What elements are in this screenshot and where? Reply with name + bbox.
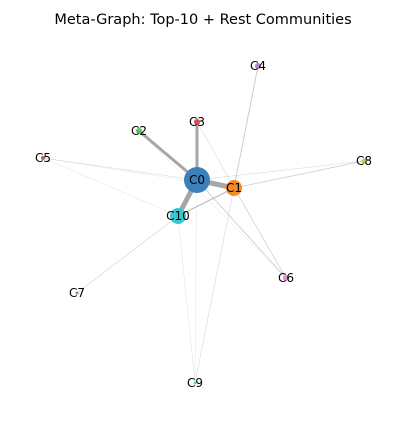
node-label-c4: C4 [250, 59, 266, 73]
nodes-layer [41, 63, 367, 385]
node-label-c3: C3 [189, 115, 205, 129]
node-label-c1: C1 [226, 181, 242, 195]
edge-c10-c5 [42, 157, 179, 217]
edge-c0-c6 [196, 179, 287, 279]
diagram-title: Meta-Graph: Top-10 + Rest Communities [54, 12, 351, 28]
node-c5 [41, 156, 45, 160]
edge-c1-c8 [233, 160, 365, 189]
node-label-c0: C0 [189, 173, 205, 187]
edge-c0-c8 [196, 160, 365, 181]
node-c8 [361, 158, 367, 164]
node-c9 [193, 381, 197, 385]
node-c4 [255, 63, 261, 69]
edge-c2-c6 [138, 130, 287, 279]
node-label-c2: C2 [131, 124, 147, 138]
edge-c0-c5 [42, 157, 198, 181]
node-label-c10: C10 [166, 209, 190, 223]
node-label-c5: C5 [35, 151, 51, 165]
node-c3 [194, 119, 200, 125]
node-c7 [75, 291, 79, 295]
edge-c3-c9 [194, 121, 198, 384]
node-c6 [283, 275, 289, 281]
node-c2 [136, 128, 142, 134]
labels-layer: C0 C1 C2 C3 C4 C5 C6 C7 C8 C9 C10 [35, 59, 372, 390]
node-label-c9: C9 [187, 376, 203, 390]
edge-c10-c9 [177, 215, 196, 384]
edges-layer [42, 65, 365, 384]
edge-c1-c9 [194, 187, 235, 384]
node-c0 [184, 167, 210, 193]
node-c1 [226, 180, 242, 196]
edge-c1-c10 [177, 187, 235, 217]
node-label-c6: C6 [278, 271, 294, 285]
node-label-c8: C8 [356, 154, 372, 168]
node-label-c7: C7 [69, 286, 85, 300]
node-c10 [170, 208, 186, 224]
edge-c3-c6 [196, 121, 287, 279]
edge-c10-c7 [76, 215, 179, 294]
